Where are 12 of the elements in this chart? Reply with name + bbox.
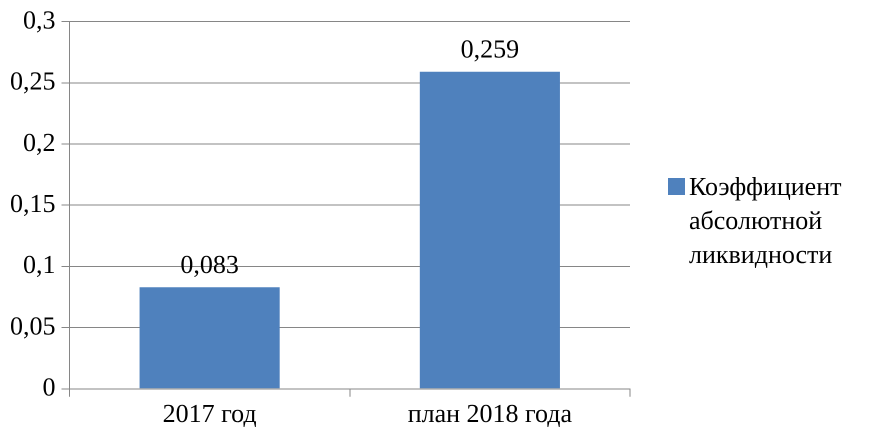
legend-label: Коэффициент абсолютной ликвидности (689, 171, 842, 271)
x-tick-label: план 2018 года (408, 399, 573, 428)
y-tick-label: 0,05 (10, 311, 56, 340)
y-tick-label: 0,1 (23, 250, 56, 280)
y-tick-label: 0,3 (23, 5, 56, 34)
y-tick-label: 0,25 (10, 66, 56, 96)
data-label: 0,083 (180, 250, 239, 280)
y-tick-label: 0,15 (10, 189, 56, 218)
y-tick-label: 0,2 (23, 128, 56, 157)
y-tick-label: 0 (42, 372, 56, 402)
data-label: 0,259 (460, 34, 520, 64)
x-tick-label: 2017 год (162, 399, 257, 428)
